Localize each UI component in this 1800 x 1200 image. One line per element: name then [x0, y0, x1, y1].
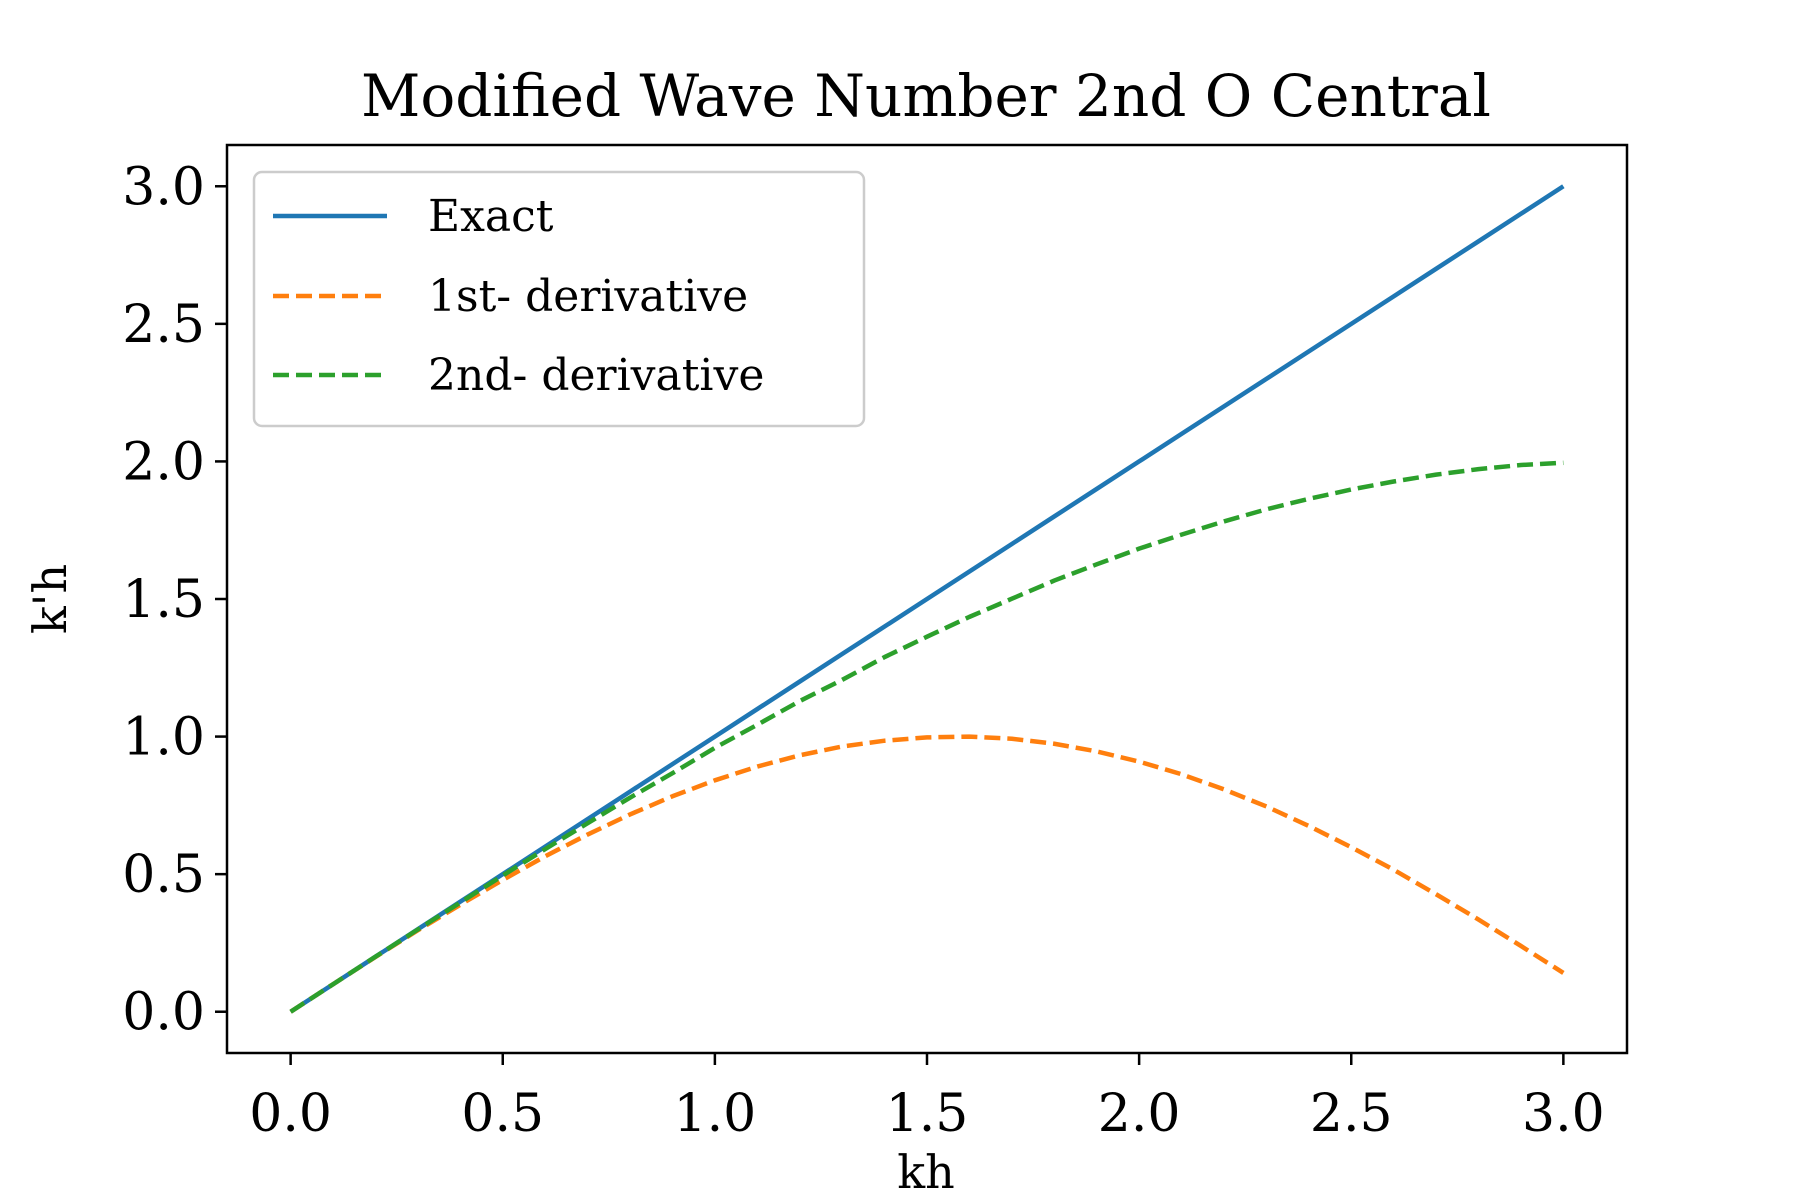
series-line-exact: [289, 184, 1565, 1014]
legend: Exact 1st- derivative 2nd- derivative: [252, 170, 866, 428]
y-axis-ticks: 0.0 0.5 1.0 1.5 2.0 2.5 3.0: [122, 157, 227, 1043]
x-tick-label: 0.5: [461, 1084, 544, 1144]
y-tick-label: 3.0: [122, 157, 205, 217]
y-tick-label: 1.5: [122, 570, 205, 630]
legend-label-exact: Exact: [428, 191, 554, 242]
chart-title: Modified Wave Number 2nd O Central: [361, 62, 1491, 130]
plot-lines: [289, 184, 1565, 1014]
series-line-1st-derivative: [289, 734, 1565, 1014]
y-tick-label: 2.5: [122, 295, 205, 355]
y-tick-label: 0.5: [122, 845, 205, 905]
x-axis-label: kh: [897, 1145, 955, 1199]
y-tick-label: 0.0: [122, 983, 205, 1043]
x-tick-label: 0.0: [249, 1084, 332, 1144]
x-axis-ticks: 0.0 0.5 1.0 1.5 2.0 2.5 3.0: [249, 1053, 1605, 1144]
x-tick-label: 2.5: [1310, 1084, 1393, 1144]
y-axis-label: k'h: [23, 564, 77, 634]
y-tick-label: 1.0: [122, 708, 205, 768]
x-tick-label: 1.5: [886, 1084, 969, 1144]
series-line-2nd-derivative: [289, 460, 1564, 1014]
legend-label-second-derivative: 2nd- derivative: [428, 350, 764, 401]
y-tick-label: 2.0: [122, 432, 205, 492]
x-tick-label: 3.0: [1522, 1084, 1605, 1144]
x-tick-label: 2.0: [1098, 1084, 1181, 1144]
legend-label-first-derivative: 1st- derivative: [428, 271, 748, 322]
legend-box: [252, 170, 866, 428]
x-tick-label: 1.0: [674, 1084, 757, 1144]
